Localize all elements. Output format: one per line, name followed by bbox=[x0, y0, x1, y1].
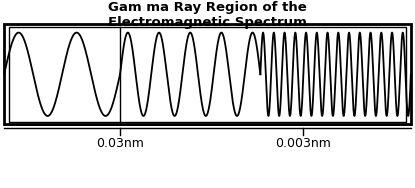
Bar bbox=[4, 24, 411, 124]
Text: Gam ma Ray Region of the
Electromagnetic Spectrum: Gam ma Ray Region of the Electromagnetic… bbox=[108, 1, 307, 29]
Text: 0.03nm: 0.03nm bbox=[96, 137, 144, 150]
Text: 0.003nm: 0.003nm bbox=[275, 137, 331, 150]
Bar bbox=[9, 27, 406, 122]
